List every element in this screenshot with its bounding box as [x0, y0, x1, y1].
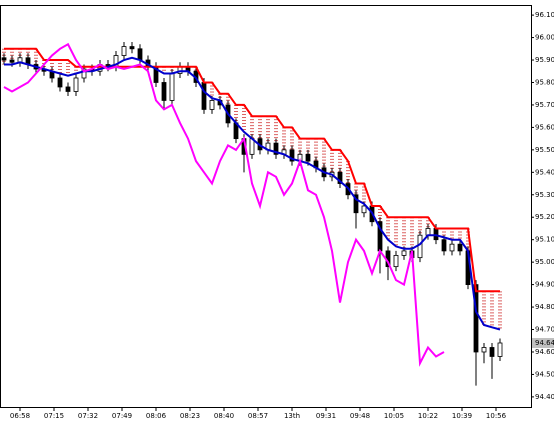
candle-body [289, 149, 295, 162]
candle-body [169, 73, 175, 101]
candle-body [201, 82, 207, 110]
candle-body [129, 46, 135, 50]
candle-body [57, 77, 63, 88]
x-tick-label: 10:22 [418, 412, 438, 420]
x-tick-label: 08:23 [180, 412, 200, 420]
candle-body [161, 82, 167, 101]
y-tick-label: 94.50 [535, 370, 554, 378]
candle-body [481, 347, 487, 353]
indicator-line [4, 47, 500, 293]
candle-body [417, 234, 423, 259]
x-tick-label: 07:15 [44, 412, 64, 420]
candle-body [9, 59, 15, 63]
x-tick-label: 07:49 [112, 412, 132, 420]
current-price-box [532, 337, 554, 348]
candle-body [433, 228, 439, 241]
y-tick-label: 94.80 [535, 303, 554, 311]
y-tick-label: 95.30 [535, 191, 554, 199]
candle-body [401, 250, 407, 256]
candle-body [457, 243, 463, 252]
y-tick-label: 95.10 [535, 236, 554, 244]
y-tick-label: 96.00 [535, 34, 554, 42]
x-tick-label: 07:32 [78, 412, 98, 420]
candle-body [73, 77, 79, 92]
y-tick-label: 95.50 [535, 146, 554, 154]
candle-body [121, 46, 127, 56]
candle-body [209, 100, 215, 110]
y-tick-label: 95.90 [535, 56, 554, 64]
x-tick-label: 08:06 [146, 412, 167, 420]
y-tick-label: 95.20 [535, 213, 554, 221]
candle-body [1, 57, 7, 61]
y-tick-label: 94.40 [535, 393, 554, 401]
x-tick-label: 10:05 [384, 412, 404, 420]
x-tick-label: 08:57 [248, 412, 268, 420]
candle-body [361, 205, 367, 214]
candle-body [497, 342, 503, 357]
x-tick-label: 13th [284, 412, 300, 420]
current-price-label: 94.64 [535, 339, 554, 347]
y-tick-label: 95.70 [535, 101, 554, 109]
x-tick-label: 06:58 [10, 412, 30, 420]
plot-frame [0, 5, 532, 408]
x-tick-label: 10:39 [452, 412, 472, 420]
candle-body [449, 243, 455, 252]
y-tick-label: 95.80 [535, 78, 554, 86]
candle-body [489, 347, 495, 357]
y-tick-label: 94.70 [535, 326, 554, 334]
candle-body [337, 171, 343, 184]
y-tick-label: 94.60 [535, 348, 554, 356]
y-tick-label: 95.00 [535, 258, 554, 266]
candle-body [273, 142, 279, 155]
y-tick-label: 94.90 [535, 281, 554, 289]
indicator-line [3, 42, 445, 367]
x-tick-label: 09:48 [350, 412, 370, 420]
candle-body [353, 194, 359, 214]
x-tick-label: 09:31 [316, 412, 336, 420]
y-tick-label: 95.60 [535, 123, 554, 131]
x-tick-label: 08:40 [214, 412, 234, 420]
candle-body [81, 68, 87, 79]
candle-body [137, 48, 143, 61]
candle-body [393, 255, 399, 268]
candle-body [425, 228, 431, 236]
candle-body [441, 239, 447, 252]
x-tick-label: 10:56 [486, 412, 507, 420]
y-tick-label: 95.40 [535, 168, 554, 176]
candle-body [305, 153, 311, 162]
candle-body [65, 86, 71, 92]
y-tick-label: 96.10 [535, 11, 554, 19]
